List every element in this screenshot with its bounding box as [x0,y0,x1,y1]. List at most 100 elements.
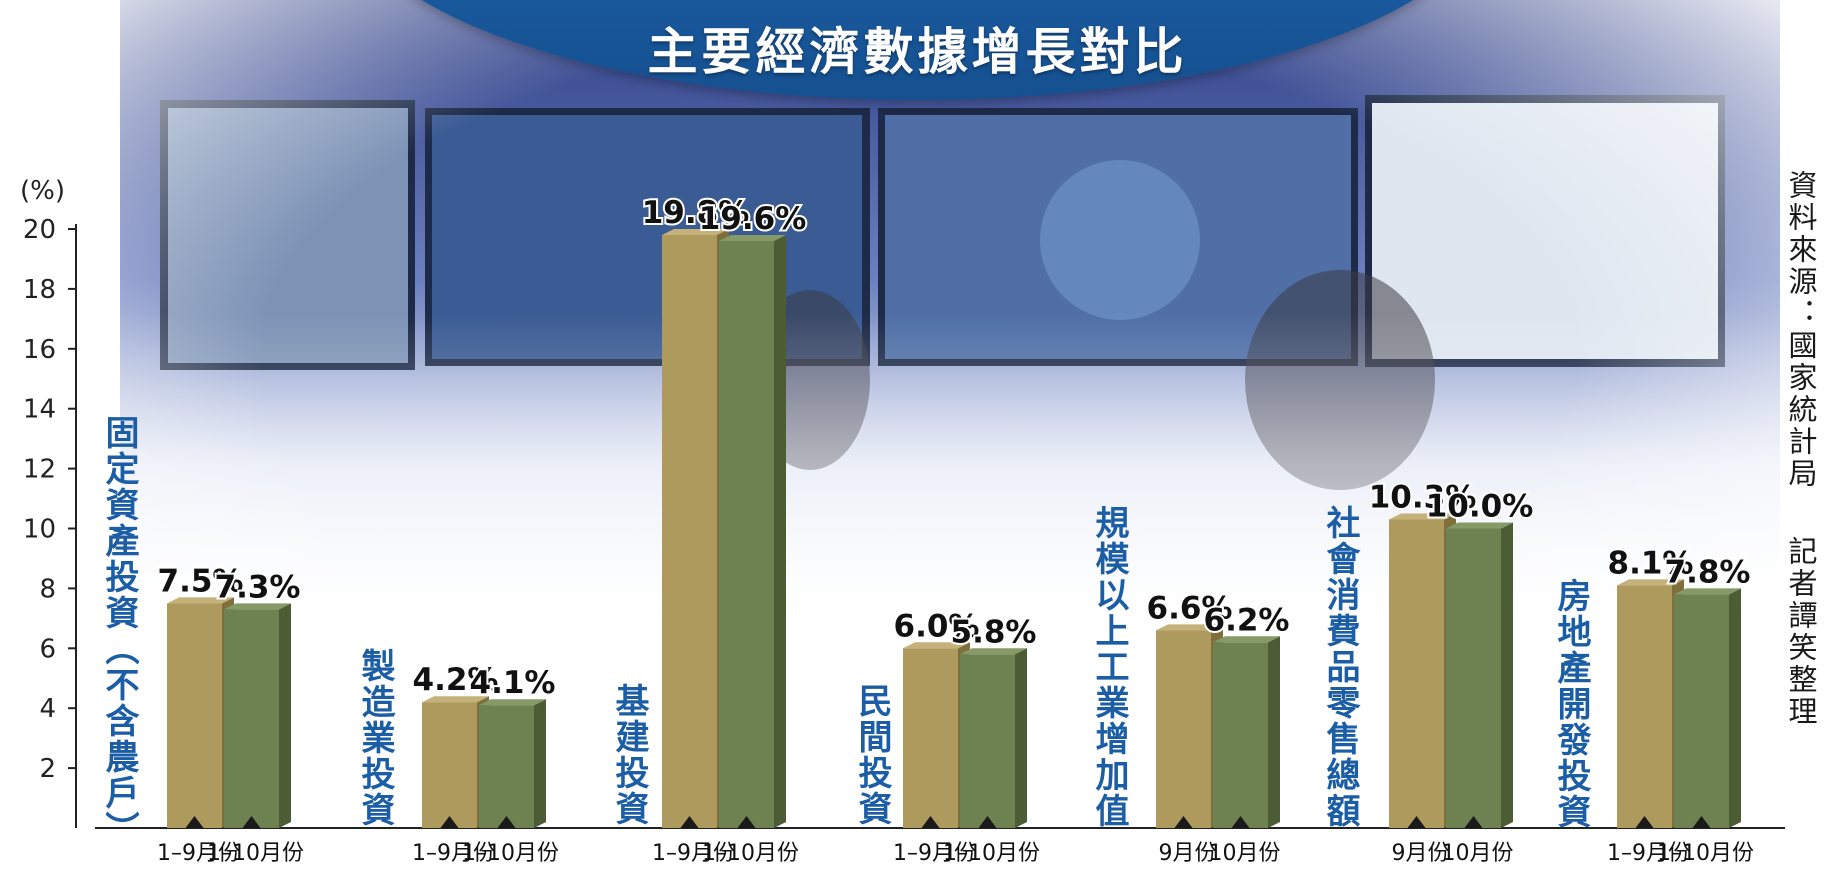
bar [224,609,279,828]
bar-top [1446,522,1513,529]
group-label: 固定資產投資（不含農戶） [99,415,139,847]
category-label: 1–9月份 [652,841,735,866]
data-label: 6.6% [1147,590,1233,626]
group-label: 基建投資 [609,683,649,827]
y-tick-label: 10 [23,515,56,545]
y-tick-label: 2 [39,754,56,784]
bar [719,240,774,829]
bar-top [719,234,786,241]
category-label: 1–10月份 [943,841,1040,866]
group-label: 社會消費品零售總額 [1320,505,1360,829]
source-note: 資料來源：國家統計局 [1784,170,1818,490]
y-tick-label: 14 [23,395,56,425]
bar [960,654,1015,828]
bar-base-marker [497,816,516,828]
bar-side [1729,588,1741,828]
y-tick-label: 8 [39,574,56,604]
y-axis-unit: (%) [20,176,65,206]
bar-base-marker [1407,816,1426,828]
bar-top [224,603,291,610]
bar-base-marker [1464,816,1483,828]
bar [903,648,958,828]
bar-side [534,699,546,828]
group-label: 製造業投資 [355,648,395,828]
bar-top [167,597,234,604]
category-label: 10月份 [1442,841,1514,866]
bar-top [1213,636,1280,643]
data-label: 19.6% [699,201,807,237]
y-tick-label: 16 [23,335,56,365]
bar-top [960,648,1027,655]
data-label: 6.0% [894,608,980,644]
data-label: 7.5% [158,563,244,599]
data-label: 7.3% [215,569,301,605]
bar [1674,594,1729,828]
bar-base-marker [680,816,699,828]
y-tick-label: 20 [23,215,56,245]
bar-side [1268,636,1280,828]
data-label: 10.0% [1426,489,1534,525]
y-tick-label: 6 [39,634,56,664]
bar-base-marker [978,816,997,828]
bar [1617,585,1672,828]
bar [1389,519,1444,828]
bar [1156,630,1211,828]
category-label: 1–10月份 [207,841,304,866]
data-label: 6.2% [1204,602,1290,638]
bar-base-marker [1635,816,1654,828]
bar-base-marker [242,816,261,828]
category-label: 1–9月份 [893,841,976,866]
bar-side [279,603,291,828]
bar-base-marker [1231,816,1250,828]
bar [167,603,222,828]
bar [1213,642,1268,828]
bar-side [774,234,786,829]
credit-note: 記者譚笑整理 [1784,536,1818,728]
category-label: 1–10月份 [462,841,559,866]
data-label: 10.3% [1369,480,1477,516]
bar-top [1617,579,1684,586]
y-tick-label: 18 [23,275,56,305]
bar-top [1389,513,1456,520]
bar-base-marker [921,816,940,828]
bar-base-marker [737,816,756,828]
bar-top [1156,624,1223,631]
category-label: 9月份 [1392,841,1450,866]
category-label: 1–9月份 [412,841,495,866]
group-label: 民間投資 [852,683,892,827]
category-label: 10月份 [1209,841,1281,866]
bar-top [422,696,489,703]
bar [1446,528,1501,828]
data-label: 8.1% [1608,545,1694,581]
group-label: 房地產開發投資 [1551,578,1591,830]
data-label: 4.1% [470,665,556,701]
bar-base-marker [185,816,204,828]
category-label: 9月份 [1159,841,1217,866]
category-label: 1–9月份 [157,841,240,866]
data-label: 4.2% [413,662,499,698]
bar-side [1015,648,1027,828]
bar [662,234,717,829]
bar-base-marker [440,816,459,828]
group-label: 規模以上工業增加值 [1089,505,1129,829]
y-tick-label: 12 [23,455,56,485]
bar-top [662,228,729,235]
bar-side [1501,522,1513,828]
y-tick-label: 4 [39,694,56,724]
category-label: 1–10月份 [702,841,799,866]
bar-top [903,642,970,649]
bar-base-marker [1692,816,1711,828]
bar [479,705,534,828]
data-label: 7.8% [1665,554,1751,590]
bar-base-marker [1174,816,1193,828]
category-label: 1–10月份 [1657,841,1754,866]
category-label: 1–9月份 [1607,841,1690,866]
bar-top [479,699,546,706]
bar [422,702,477,828]
bar-top [1674,588,1741,595]
data-label: 5.8% [951,614,1037,650]
data-label: 19.8% [642,195,750,231]
chart-title: 主要經濟數據增長對比 [647,23,1188,81]
